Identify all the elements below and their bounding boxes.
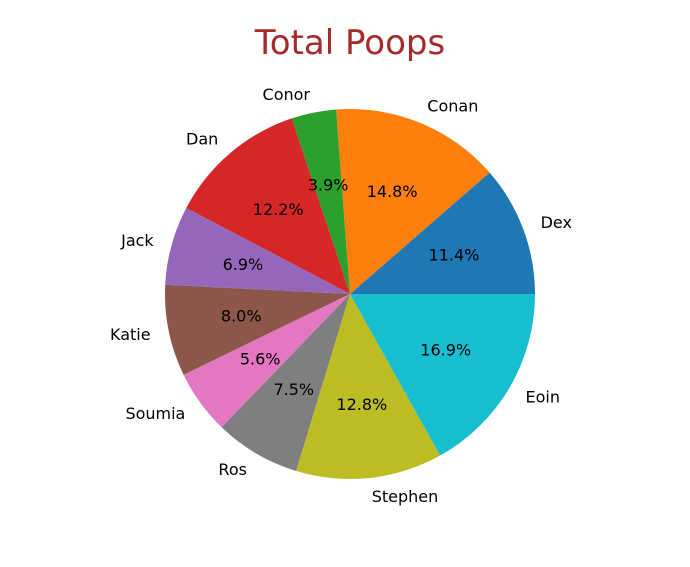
percent-label-conor: 3.9% xyxy=(308,176,349,195)
percent-label-conan: 14.8% xyxy=(367,182,418,201)
slice-labels: Dex Conan Conor Dan Jack Katie Soumia Ros Stephe… xyxy=(110,85,572,506)
pie-slice-dex xyxy=(350,172,535,294)
pie-slice-ros xyxy=(221,294,350,471)
percent-label-katie: 8.0% xyxy=(221,307,262,326)
pie-slice-soumia xyxy=(183,294,350,428)
pie-slice-stephen xyxy=(296,294,441,479)
chart-title: Total Poops xyxy=(254,23,445,63)
slice-label-eoin: Eoin xyxy=(525,388,559,407)
pie-slice-conan xyxy=(336,109,490,294)
pie-slices xyxy=(164,109,535,479)
slice-label-dex: Dex xyxy=(541,213,572,232)
pie-slice-katie xyxy=(164,284,350,375)
percent-label-jack: 6.9% xyxy=(223,255,264,274)
percent-label-ros: 7.5% xyxy=(273,380,314,399)
percent-label-stephen: 12.8% xyxy=(336,395,387,414)
slice-label-dan: Dan xyxy=(186,129,218,148)
slice-label-soumia: Soumia xyxy=(125,404,185,423)
slice-label-stephen: Stephen xyxy=(372,487,439,506)
percent-label-dex: 11.4% xyxy=(429,246,480,265)
pie-slice-dan xyxy=(186,118,350,294)
percent-label-eoin: 16.9% xyxy=(420,341,471,360)
slice-label-ros: Ros xyxy=(218,460,247,479)
percent-label-dan: 12.2% xyxy=(253,200,304,219)
pie-slice-eoin xyxy=(350,294,535,456)
slice-label-katie: Katie xyxy=(110,325,151,344)
slice-label-conan: Conan xyxy=(427,96,478,115)
pie-slice-conor xyxy=(291,109,350,294)
pie-slice-jack xyxy=(165,207,350,294)
percent-label-soumia: 5.6% xyxy=(240,350,281,369)
percent-labels: 11.4% 14.8% 3.9%12.2% 6.9% 8.0% 5.6% 7.5% 12.8%… xyxy=(221,176,479,414)
slice-label-jack: Jack xyxy=(120,231,154,250)
slice-label-conor: Conor xyxy=(263,85,311,104)
